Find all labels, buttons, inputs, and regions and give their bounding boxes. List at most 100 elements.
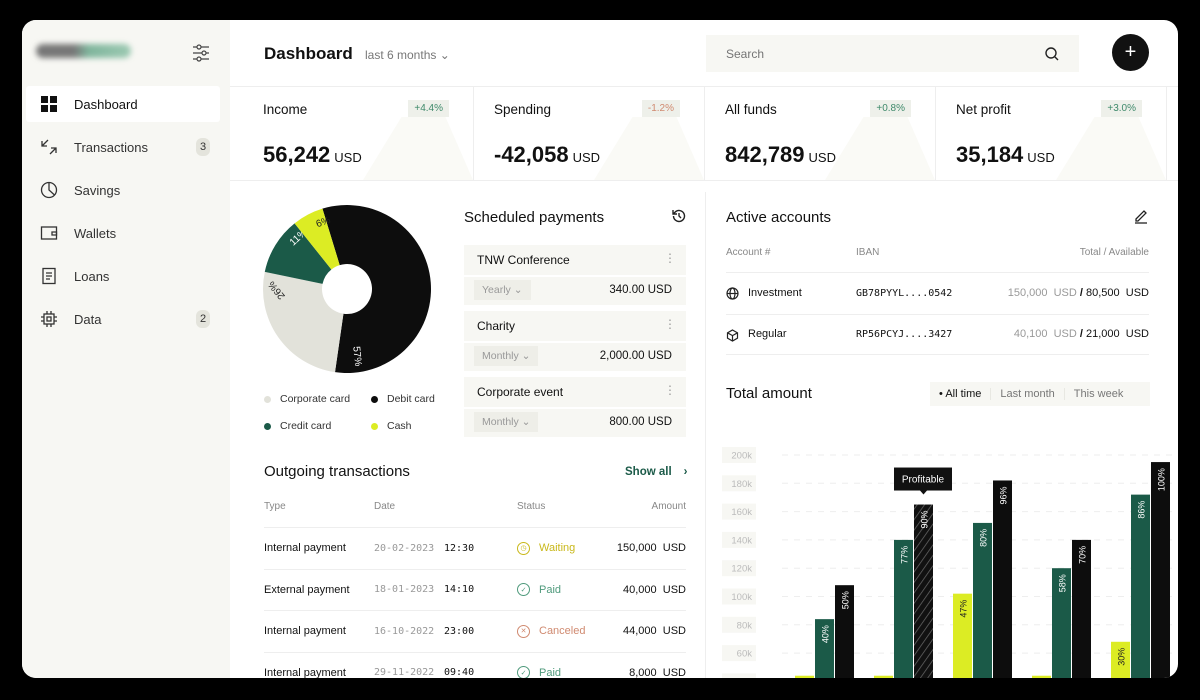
ytick-bg [722, 503, 756, 520]
tx-type: Internal payment [264, 666, 346, 679]
bar-group1-series2[interactable] [815, 619, 834, 678]
period-dropdown[interactable]: last 6 months ⌄ [365, 48, 450, 62]
bar-group5-series2[interactable] [1131, 494, 1150, 678]
ytick-bg [722, 560, 756, 577]
search-box[interactable] [706, 35, 1079, 72]
bar-group1-series3[interactable] [835, 585, 854, 678]
show-all-link[interactable]: Show all › [625, 466, 688, 478]
search-input[interactable] [726, 46, 1045, 61]
frequency-dropdown[interactable]: Monthly ⌄ [474, 412, 539, 432]
wallet-icon [40, 224, 58, 242]
scheduled-payment[interactable]: Charity ⋮ Monthly ⌄ 2,000.00 USD [464, 311, 686, 371]
pie-slice-credit-card[interactable] [264, 223, 332, 284]
app-window: Dashboard Transactions 3 Savings Wallets Loan… [22, 20, 1178, 678]
total-title: Total amount [726, 385, 812, 402]
y-tick-label: 60k [737, 649, 753, 660]
period-label: last 6 months [365, 48, 437, 62]
bar-group2-series1[interactable] [874, 675, 893, 678]
legend-label: Debit card [387, 393, 435, 405]
scheduled-title: Scheduled payments [464, 209, 605, 226]
scheduled-payment[interactable]: TNW Conference ⋮ Yearly ⌄ 340.00 USD [464, 245, 686, 305]
status-label: Waiting [539, 542, 576, 554]
add-button[interactable]: + [1112, 34, 1149, 71]
sidebar: Dashboard Transactions 3 Savings Wallets Loan… [22, 20, 230, 678]
edit-icon[interactable] [1133, 208, 1149, 229]
change-badge: -1.2% [641, 100, 680, 117]
legend-label: Cash [387, 420, 412, 432]
bar-label: 70% [1078, 546, 1088, 564]
status-label: Paid [539, 666, 562, 679]
bar-label: 47% [959, 600, 969, 618]
y-tick-label: 100k [731, 592, 752, 603]
globe-icon [726, 287, 739, 303]
scheduled-payment[interactable]: Corporate event ⋮ Monthly ⌄ 800.00 USD [464, 377, 686, 437]
account-row[interactable]: Regular RP56PCYJ....3427 40,100 USD / 21… [726, 313, 1149, 355]
sidebar-item-dashboard[interactable]: Dashboard [26, 86, 220, 122]
frequency-dropdown[interactable]: Yearly ⌄ [474, 280, 531, 300]
sidebar-item-savings[interactable]: Savings [26, 172, 220, 208]
status-paid-icon: ✓ [517, 583, 530, 596]
legend-item: Credit card [264, 420, 331, 432]
bar-group4-series3[interactable] [1072, 539, 1091, 678]
pie-slice-corporate-card[interactable] [263, 271, 344, 373]
sidebar-item-data[interactable]: Data 2 [26, 301, 220, 337]
more-icon[interactable]: ⋮ [664, 383, 676, 397]
arrows-icon [40, 138, 58, 156]
filter-this-week[interactable]: This week [1073, 388, 1124, 400]
account-total: 40,100 USD [1013, 328, 1077, 340]
frequency-dropdown[interactable]: Monthly ⌄ [474, 346, 539, 366]
table-row[interactable]: Internal payment 29-11-2022 09:40 ✓ Paid … [264, 651, 686, 679]
table-row[interactable]: Internal payment 20-02-2023 12:30 ◷ Waiti… [264, 527, 686, 568]
filter-settings-icon[interactable] [192, 44, 210, 67]
tx-time: 23:00 [444, 625, 475, 637]
bar-group2-series2[interactable] [894, 539, 913, 678]
filter-last-month[interactable]: Last month [991, 388, 1065, 400]
tx-date: 18-01-2023 [374, 584, 435, 595]
bar-group3-series3[interactable] [993, 480, 1012, 678]
tx-unit: USD [662, 583, 686, 596]
bar-group5-series1[interactable] [1111, 641, 1130, 678]
account-available: 21,000 USD [1086, 328, 1149, 340]
bar-group2-series3[interactable] [914, 504, 933, 678]
account-row[interactable]: Investment GB78PYYL....0542 150,000 USD … [726, 272, 1149, 313]
pie-slice-cash[interactable] [294, 208, 340, 270]
table-row[interactable]: External payment 18-01-2023 14:10 ✓ Paid … [264, 568, 686, 610]
bar-group3-series2[interactable] [973, 522, 992, 678]
tx-time: 12:30 [444, 542, 475, 554]
search-icon[interactable] [1045, 46, 1059, 61]
ytick-bg [722, 645, 756, 662]
column-header: Account # [726, 247, 771, 258]
status-label: Canceled [539, 625, 586, 637]
filter-all-time[interactable]: • All time [930, 388, 992, 400]
more-icon[interactable]: ⋮ [664, 251, 676, 265]
decorative-shape [1056, 117, 1166, 180]
bar-group4-series1[interactable] [1032, 675, 1051, 678]
pie-slice-debit-card[interactable] [322, 205, 431, 373]
bar-label: 90% [920, 511, 930, 529]
bar-group3-series1[interactable] [953, 593, 972, 678]
sidebar-item-wallets[interactable]: Wallets [26, 215, 220, 251]
bar-label: 50% [841, 591, 851, 609]
history-icon[interactable] [671, 208, 687, 229]
more-icon[interactable]: ⋮ [664, 317, 676, 331]
plus-icon: + [1124, 41, 1137, 63]
column-header: Status [517, 501, 546, 512]
divider [230, 86, 1178, 87]
bar-group4-series2[interactable] [1052, 568, 1071, 678]
y-tick-label: 180k [731, 479, 752, 490]
tooltip-text: Profitable [902, 475, 945, 486]
table-row[interactable]: Internal payment 16-10-2022 23:00 ✕ Cance… [264, 610, 686, 651]
tx-unit: USD [662, 542, 686, 554]
tx-amount: 44,000 [622, 625, 657, 637]
show-all-label: Show all [625, 466, 672, 478]
sidebar-item-loans[interactable]: Loans [26, 258, 220, 294]
status-canceled-icon: ✕ [517, 624, 530, 638]
bar-chart: 200k180k160k140k120k100k80k60k40k12%40%5… [722, 447, 1175, 678]
sidebar-item-label: Dashboard [74, 96, 138, 112]
y-tick-label: 140k [731, 535, 752, 546]
tx-type: External payment [264, 583, 350, 596]
bar-group1-series1[interactable] [795, 675, 814, 678]
chip-icon [40, 310, 58, 328]
sidebar-item-transactions[interactable]: Transactions 3 [26, 129, 220, 165]
bar-group5-series3[interactable] [1151, 462, 1170, 678]
